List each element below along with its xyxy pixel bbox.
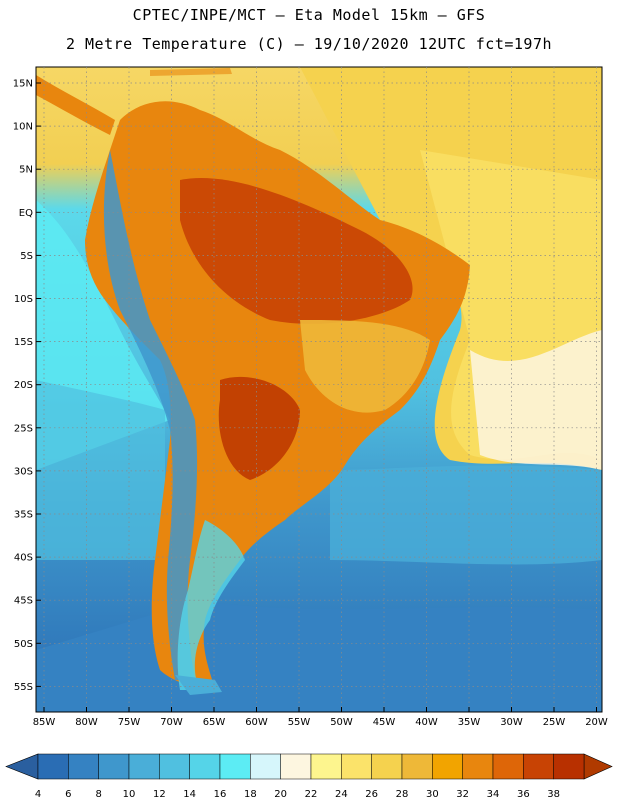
lat-label: 50S	[14, 639, 33, 650]
lon-label: 70W	[160, 717, 183, 728]
colorbar-label: 16	[214, 789, 227, 800]
colorbar-label: 14	[183, 789, 196, 800]
lon-label: 25W	[543, 717, 566, 728]
colorbar-label: 6	[65, 789, 71, 800]
lat-label: 5S	[20, 251, 33, 262]
colorbar-label: 36	[517, 789, 530, 800]
colorbar-box	[159, 753, 190, 780]
colorbar-box	[432, 753, 463, 780]
colorbar-box	[98, 753, 130, 780]
lon-label: 30W	[500, 717, 523, 728]
pacific-mid-band	[36, 380, 165, 560]
colorbar-high-arrow	[583, 753, 613, 780]
lon-label: 75W	[118, 717, 141, 728]
colorbar-label: 28	[396, 789, 409, 800]
lat-label: 5N	[19, 165, 33, 176]
colorbar-box	[189, 753, 221, 780]
lon-label: 55W	[288, 717, 311, 728]
colorbar-label: 38	[547, 789, 560, 800]
lat-label: 55S	[14, 682, 33, 693]
colorbar-label: 4	[35, 789, 41, 800]
lon-label: 20W	[585, 717, 608, 728]
latitude-labels: 15N 10N 5N EQ 5S 10S 15S 20S 25S 30S 35S 40S 45S 50S 5…	[13, 79, 33, 693]
colorbar-label: 22	[305, 789, 318, 800]
colorbar-label: 34	[487, 789, 500, 800]
lon-label: 80W	[75, 717, 98, 728]
colorbar-label: 26	[365, 789, 378, 800]
colorbar-label: 24	[335, 789, 348, 800]
lat-label: 30S	[14, 466, 33, 477]
chart-title: CPTEC/INPE/MCT – Eta Model 15km – GFS	[132, 6, 486, 24]
plot-frame	[35, 66, 603, 713]
lon-label: 35W	[458, 717, 481, 728]
lat-label: 40S	[14, 553, 33, 564]
colorbar-label: 30	[426, 789, 439, 800]
lon-label: 60W	[245, 717, 268, 728]
atlantic-cream-band	[470, 330, 602, 470]
lon-label: 40W	[415, 717, 438, 728]
colorbar-box	[219, 753, 251, 780]
lat-label: 15N	[13, 79, 33, 90]
colorbar-label: 12	[153, 789, 166, 800]
longitude-labels: 85W 80W 75W 70W 65W 60W 55W 50W 45W 40W 35W 30W 25W 2…	[33, 717, 608, 728]
lat-label: 10S	[14, 294, 33, 305]
lon-label: 50W	[330, 717, 353, 728]
tierra-del-fuego	[175, 675, 222, 695]
colorbar-box	[492, 753, 524, 780]
colorbar-label: 32	[456, 789, 469, 800]
patagonia-cool	[177, 520, 245, 690]
colorbar-box	[128, 753, 160, 780]
lat-label: 35S	[14, 510, 33, 521]
brazil-east-warm	[300, 320, 430, 413]
colorbar-box	[462, 753, 494, 780]
colorbar-label: 8	[95, 789, 101, 800]
lat-label: 45S	[14, 596, 33, 607]
chart-subtitle: 2 Metre Temperature (C) – 19/10/2020 12U…	[65, 35, 553, 53]
colorbar-box	[280, 753, 312, 780]
colorbar-box	[341, 753, 372, 780]
amazon-hot-core	[180, 178, 413, 324]
colorbar-box	[371, 753, 403, 780]
colorbar-box	[250, 753, 281, 780]
colorbar-box	[310, 753, 342, 780]
lat-label: 20S	[14, 380, 33, 391]
colorbar-box	[523, 753, 554, 780]
lat-label: 25S	[14, 423, 33, 434]
lon-label: 65W	[203, 717, 226, 728]
central-america	[36, 75, 115, 135]
atlantic-mid-cyan	[330, 465, 602, 565]
colorbar-label: 20	[274, 789, 287, 800]
colorbar-low-arrow	[5, 753, 39, 780]
colorbar-box	[37, 753, 69, 780]
lon-label: 85W	[33, 717, 56, 728]
lat-label: 15S	[14, 337, 33, 348]
paraguay-hot-core	[218, 376, 300, 480]
colorbar-label: 18	[244, 789, 257, 800]
colorbar-box	[401, 753, 433, 780]
andes-cool-strip	[103, 150, 198, 680]
lat-label: EQ	[19, 208, 33, 219]
graticule	[36, 67, 602, 712]
lon-label: 45W	[373, 717, 396, 728]
colorbar-box	[68, 753, 99, 780]
caribbean-islands	[150, 68, 232, 76]
colorbar-box	[553, 753, 585, 780]
colorbar-label: 10	[123, 789, 136, 800]
lat-label: 10N	[13, 122, 33, 133]
